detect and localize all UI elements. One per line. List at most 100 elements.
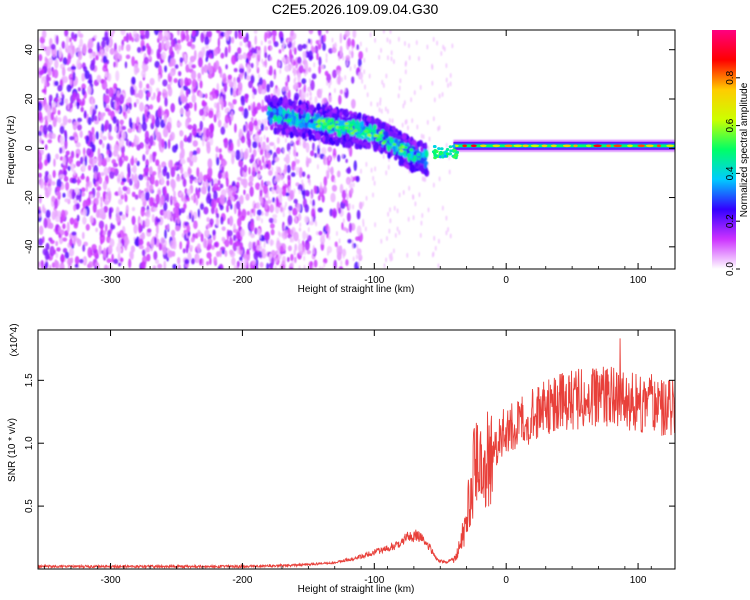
heatmap-cell <box>303 255 306 261</box>
heatmap-cell <box>333 178 336 184</box>
heatmap-cell <box>334 135 339 140</box>
heatmap-cell <box>180 193 184 202</box>
heatmap-cell <box>259 240 262 246</box>
heatmap-cell <box>428 136 431 142</box>
heatmap-cell <box>372 175 375 181</box>
heatmap-cell <box>119 171 125 179</box>
heatmap-cell <box>247 40 252 49</box>
heatmap-cell <box>263 155 266 161</box>
heatmap-cell <box>51 195 56 203</box>
heatmap-cell <box>325 57 328 63</box>
heatmap-cell <box>352 204 355 210</box>
heatmap-cell <box>101 40 106 48</box>
heatmap-cell <box>317 119 322 123</box>
heatmap-cell <box>261 99 265 107</box>
heatmap-cell <box>96 186 102 192</box>
heatmap-cell <box>406 252 409 258</box>
heatmap-cell <box>323 97 328 104</box>
heatmap-cell <box>297 246 300 252</box>
heatmap-cell <box>69 79 73 86</box>
heatmap-cell <box>115 206 120 217</box>
heatmap-cell <box>406 153 411 157</box>
heatmap-cell <box>291 237 294 243</box>
heatmap-cell <box>330 166 334 176</box>
heatmap-cell <box>277 255 280 261</box>
heatmap-cell <box>417 56 420 62</box>
heatmap-cell <box>272 214 278 219</box>
heatmap-cell <box>207 72 214 79</box>
heatmap-cell <box>240 95 246 107</box>
heatmap-cell <box>275 126 281 133</box>
heatmap-cell <box>260 179 264 189</box>
heatmap-cell <box>100 200 103 208</box>
heatmap-cell <box>131 37 134 43</box>
heatmap-cell <box>44 159 48 167</box>
heatmap-cell <box>64 98 69 104</box>
heatmap-cell <box>138 238 144 246</box>
heatmap-cell <box>57 210 62 218</box>
heatmap-cell <box>434 245 437 251</box>
heatmap-cell <box>244 42 249 48</box>
heatmap-cell <box>67 103 70 111</box>
heatmap-cell <box>47 139 53 144</box>
heatmap-cell <box>118 262 122 267</box>
heatmap-cell <box>286 142 291 152</box>
heatmap-cell <box>250 117 254 122</box>
heatmap-cell <box>160 237 165 245</box>
heatmap-cell <box>166 121 172 131</box>
heatmap-cell <box>322 258 328 264</box>
heatmap-cell <box>217 266 221 269</box>
heatmap-cell <box>225 64 228 70</box>
heatmap-cell <box>70 65 77 71</box>
heatmap-cell <box>322 122 327 126</box>
heatmap-cell <box>56 186 61 192</box>
heatmap-cell <box>48 264 52 269</box>
heatmap-cell <box>212 229 216 236</box>
heatmap-cell <box>157 263 163 269</box>
heatmap-cell <box>274 121 278 127</box>
heatmap-cell <box>91 244 97 251</box>
heatmap-cell <box>122 103 126 113</box>
heatmap-cell <box>355 254 358 260</box>
heatmap-cell <box>206 217 210 223</box>
heatmap-cell <box>203 64 209 74</box>
heatmap-cell <box>370 129 375 133</box>
heatmap-cell <box>432 116 435 122</box>
heatmap-cell <box>278 108 283 116</box>
heatmap-cell <box>244 258 248 267</box>
heatmap-cell <box>301 131 306 140</box>
heatmap-cell <box>432 182 435 188</box>
heatmap-cell <box>282 86 285 92</box>
heatmap-cell <box>350 113 354 118</box>
heatmap-cell <box>45 261 49 269</box>
heatmap-cell <box>112 116 117 124</box>
heatmap-cell <box>103 94 108 103</box>
heatmap-cell <box>69 136 75 141</box>
heatmap-cell <box>252 141 258 149</box>
heatmap-cell <box>343 33 348 38</box>
heatmap-cell <box>226 199 232 207</box>
heatmap-cell <box>170 102 176 113</box>
heatmap-cell <box>45 74 50 83</box>
heatmap-cell <box>45 209 51 219</box>
heatmap-cell <box>296 203 301 213</box>
heatmap-cell <box>302 127 306 133</box>
heatmap-cell <box>196 147 201 155</box>
heatmap-cell <box>480 144 487 148</box>
heatmap-cell <box>131 76 136 85</box>
heatmap-cell <box>256 119 262 126</box>
heatmap-cell <box>246 210 250 216</box>
heatmap-cell <box>128 140 132 147</box>
heatmap-cell <box>79 33 84 38</box>
heatmap-cell <box>201 185 207 195</box>
heatmap-cell <box>133 63 139 69</box>
heatmap-cell <box>433 235 436 241</box>
heatmap-cell <box>318 143 321 149</box>
heatmap-cell <box>163 208 168 220</box>
heatmap-cell <box>261 119 264 125</box>
heatmap-cell <box>207 166 213 178</box>
heatmap-cell <box>384 106 387 112</box>
heatmap-cell <box>348 183 351 189</box>
heatmap-cell <box>166 192 170 203</box>
